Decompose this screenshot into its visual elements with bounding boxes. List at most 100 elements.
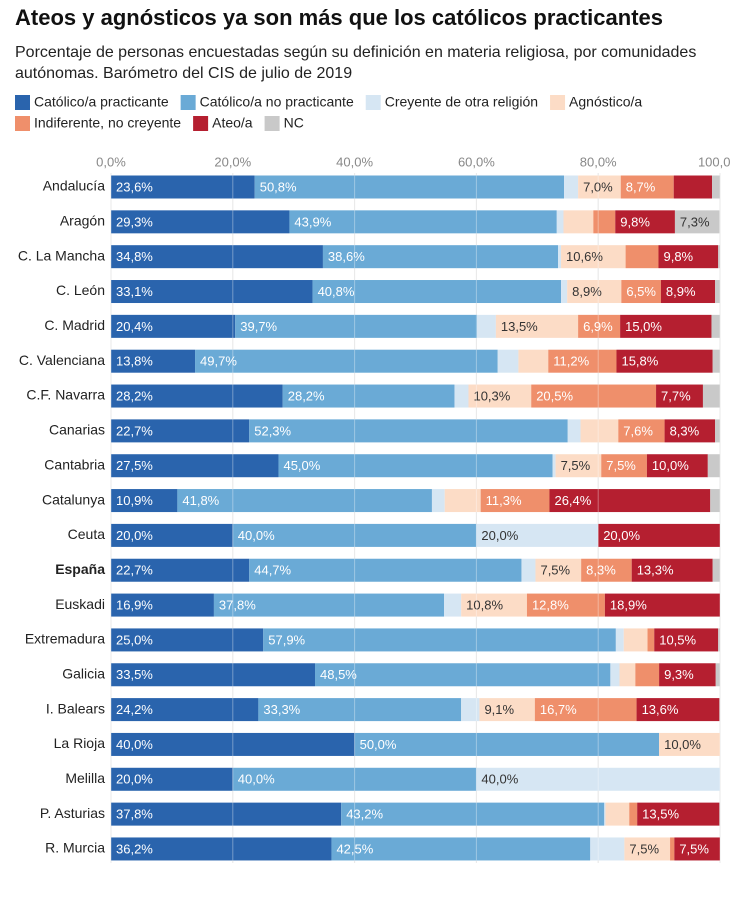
data-label: 45,0% (283, 458, 320, 473)
data-label: 40,0% (481, 772, 518, 787)
data-label: 10,9% (116, 493, 153, 508)
data-label: 15,8% (621, 354, 658, 369)
y-tick-label: Galicia (62, 665, 105, 681)
bar-segment (604, 802, 606, 826)
data-label: 20,0% (603, 528, 640, 543)
bar-segment (615, 210, 675, 234)
data-label: 16,7% (540, 702, 577, 717)
data-label: 40,8% (318, 284, 355, 299)
bar-segment (111, 558, 250, 582)
bar-segment (567, 280, 622, 304)
bar-segment (715, 663, 720, 687)
bar-segment (712, 558, 720, 582)
bar-segment (111, 523, 233, 547)
legend-swatch (365, 95, 381, 110)
data-label: 9,1% (484, 702, 514, 717)
bar-segment (111, 663, 316, 687)
bar-segment (610, 663, 620, 687)
data-label: 26,4% (554, 493, 591, 508)
bar-segment (461, 593, 527, 617)
data-label: 11,2% (553, 354, 589, 369)
legend-item: Creyente de otra religión (365, 94, 538, 110)
bar-segment (604, 593, 720, 617)
subtitle-line: autónomas. Barómetro del CIS de julio de… (15, 65, 352, 82)
bar-segment (232, 523, 477, 547)
y-tick-label: España (55, 561, 105, 577)
bar-segment (578, 314, 621, 338)
data-label: 7,5% (679, 841, 709, 856)
bar-segment (249, 419, 568, 443)
data-label: 33,5% (116, 667, 153, 682)
bar-segment (331, 837, 591, 861)
data-label: 50,0% (360, 737, 397, 752)
y-tick-label: Ceuta (68, 526, 106, 542)
bar-segment (111, 698, 259, 722)
x-tick-label: 80,0% (580, 154, 617, 169)
bar-segment (278, 454, 553, 478)
y-tick-label: I. Balears (46, 700, 105, 716)
bar-segment (615, 628, 624, 652)
bar-segment (618, 419, 665, 443)
bar-segment (598, 523, 720, 547)
data-label: 24,2% (116, 702, 153, 717)
bar-segment (674, 210, 720, 234)
data-label: 39,7% (240, 319, 277, 334)
legend-swatch (15, 95, 30, 110)
bar-segment (111, 175, 255, 199)
bar-segment (249, 558, 522, 582)
bar-segment (561, 245, 626, 269)
bar-segment (623, 628, 648, 652)
data-label: 20,0% (116, 528, 153, 543)
y-tick-label: R. Murcia (45, 840, 105, 856)
x-tick-label: 60,0% (458, 154, 495, 169)
data-label: 52,3% (254, 423, 291, 438)
bar-segment (563, 210, 594, 234)
data-label: 9,8% (663, 249, 693, 264)
bar-segment (635, 663, 660, 687)
data-label: 8,3% (670, 423, 700, 438)
bar-segment (111, 349, 196, 373)
bar-segment (111, 245, 323, 269)
data-label: 8,9% (572, 284, 602, 299)
bar-segment (670, 837, 675, 861)
bar-segment (590, 837, 625, 861)
bar-segment (111, 593, 214, 617)
y-tick-label: C. León (56, 282, 105, 298)
bar-segment (621, 280, 661, 304)
data-label: 8,9% (666, 284, 696, 299)
data-label: 13,8% (116, 354, 153, 369)
bar-segment (354, 732, 660, 756)
data-label: 48,5% (320, 667, 357, 682)
bar-segment (341, 802, 605, 826)
data-label: 6,9% (583, 319, 613, 334)
data-label: 7,5% (561, 458, 591, 473)
y-tick-label: Andalucía (43, 178, 105, 194)
data-label: 50,8% (260, 179, 297, 194)
bar-segment (624, 837, 671, 861)
bar-segment (111, 314, 236, 338)
bar-segment (637, 802, 720, 826)
bar-segment (479, 698, 535, 722)
bar-segment (580, 419, 619, 443)
data-label: 25,0% (116, 632, 153, 647)
data-label: 8,7% (626, 179, 656, 194)
legend-item: Ateo/a (193, 115, 253, 131)
bar-segment (719, 802, 720, 826)
bar-segment (656, 384, 703, 408)
bar-segment (629, 802, 638, 826)
data-label: 20,0% (116, 772, 153, 787)
bar-segment (213, 593, 445, 617)
bar-segment (111, 210, 290, 234)
y-tick-label: P. Asturias (40, 805, 105, 821)
legend-label: Ateo/a (212, 115, 253, 131)
data-label: 7,6% (623, 423, 653, 438)
bar-segment (195, 349, 498, 373)
data-label: 13,5% (501, 319, 538, 334)
bar-segment (715, 280, 720, 304)
bar-segment (552, 454, 556, 478)
data-label: 10,6% (566, 249, 603, 264)
bar-segment (444, 489, 481, 513)
y-tick-label: Catalunya (42, 491, 105, 507)
bar-segment (111, 628, 264, 652)
